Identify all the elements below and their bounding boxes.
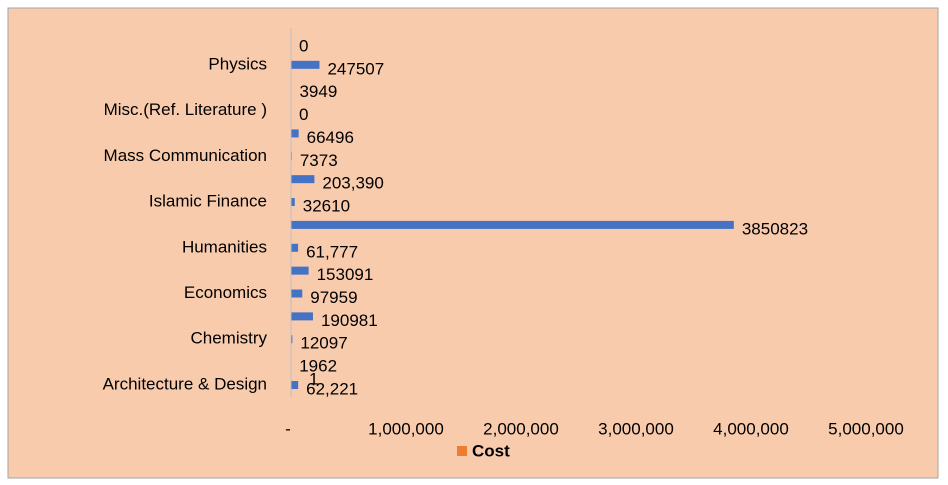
- y-tick-label: Misc.(Ref. Literature ): [104, 100, 267, 119]
- y-tick-label: Economics: [184, 283, 267, 302]
- bar: [291, 198, 295, 207]
- data-label: 12097: [300, 334, 347, 353]
- data-label: 1962: [299, 357, 337, 376]
- data-label: 62,221: [306, 379, 358, 398]
- legend-swatch: [457, 446, 467, 456]
- x-tick-label: -: [285, 419, 291, 438]
- y-tick-label: Architecture & Design: [103, 374, 267, 393]
- data-label: 3850823: [742, 219, 808, 238]
- y-tick-label: Mass Communication: [104, 146, 267, 165]
- bar: [291, 289, 303, 298]
- y-tick-label: Humanities: [182, 237, 267, 256]
- data-label: 3949: [299, 82, 337, 101]
- y-tick-label: Physics: [208, 54, 267, 73]
- x-tick-label: 1,000,000: [368, 419, 444, 438]
- x-tick-label: 5,000,000: [828, 419, 904, 438]
- y-tick-label: Islamic Finance: [149, 192, 267, 211]
- data-label: 247507: [327, 59, 384, 78]
- bar: [291, 220, 734, 229]
- chart-background: [7, 7, 939, 479]
- legend-label: Cost: [472, 441, 510, 460]
- bar: [291, 60, 320, 69]
- data-label: 32610: [303, 197, 350, 216]
- bar: [291, 381, 299, 389]
- x-tick-label: 2,000,000: [483, 419, 559, 438]
- data-label: 97959: [310, 288, 357, 307]
- data-label: 153091: [317, 265, 374, 284]
- annotation: 1: [309, 369, 318, 388]
- bar: [291, 266, 309, 275]
- data-label: 66496: [307, 128, 354, 147]
- bar: [291, 312, 313, 321]
- data-label: 190981: [321, 311, 378, 330]
- data-label: 7373: [300, 151, 338, 170]
- x-tick-label: 3,000,000: [598, 419, 674, 438]
- x-tick-label: 4,000,000: [713, 419, 789, 438]
- bar: [291, 243, 299, 252]
- data-label: 203,390: [322, 174, 383, 193]
- bar: [291, 335, 293, 344]
- y-tick-label: Chemistry: [190, 329, 267, 348]
- data-label: 0: [299, 105, 308, 124]
- bar: [291, 175, 315, 184]
- data-label: 0: [299, 36, 308, 55]
- bar: [291, 129, 299, 138]
- data-label: 61,777: [306, 242, 358, 261]
